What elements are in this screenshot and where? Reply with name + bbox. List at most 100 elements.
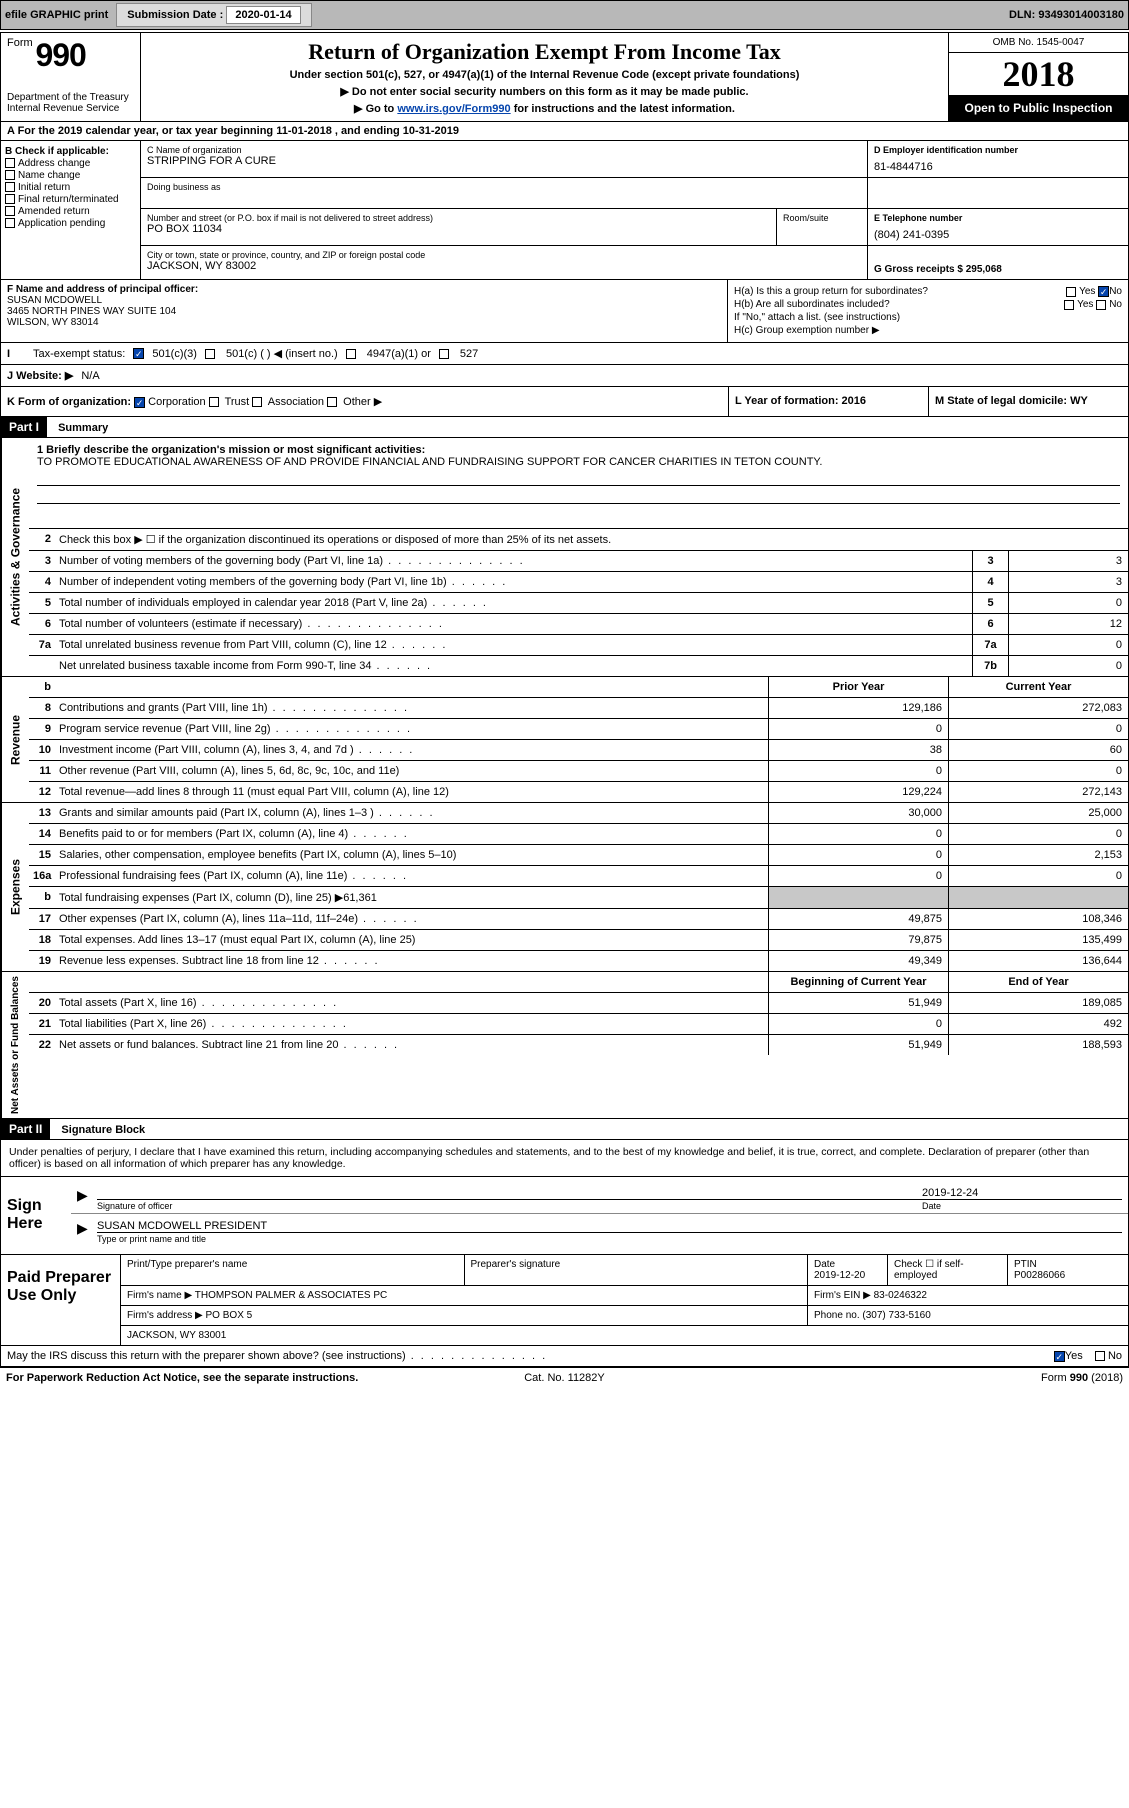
line-12: 12Total revenue—add lines 8 through 11 (…: [29, 782, 1128, 802]
header-right: OMB No. 1545-0047 2018 Open to Public In…: [948, 33, 1128, 121]
box-h: H(a) Is this a group return for subordin…: [728, 280, 1128, 342]
line-7b: Net unrelated business taxable income fr…: [29, 656, 1128, 676]
line-19: 19Revenue less expenses. Subtract line 1…: [29, 951, 1128, 971]
box-c-city: City or town, state or province, country…: [141, 246, 868, 279]
line-20: 20Total assets (Part X, line 16)51,94918…: [29, 993, 1128, 1014]
chk-hb-yes[interactable]: [1064, 300, 1074, 310]
row-website: J Website: ▶ N/A: [1, 365, 1128, 387]
box-l: L Year of formation: 2016: [728, 387, 928, 416]
part-ii-header: Part II Signature Block: [1, 1119, 1128, 1140]
line-9: 9Program service revenue (Part VIII, lin…: [29, 719, 1128, 740]
box-c-addr: Number and street (or P.O. box if mail i…: [141, 209, 868, 245]
side-revenue: Revenue: [1, 677, 29, 802]
box-e: E Telephone number (804) 241-0395: [868, 209, 1128, 245]
box-f: F Name and address of principal officer:…: [1, 280, 728, 342]
section-f-h: F Name and address of principal officer:…: [1, 280, 1128, 343]
paid-preparer-block: Paid Preparer Use Only Print/Type prepar…: [1, 1255, 1128, 1346]
dept-treasury: Department of the Treasury Internal Reve…: [7, 92, 134, 114]
summary-revenue: Revenue bPrior YearCurrent Year 8Contrib…: [1, 677, 1128, 803]
dln-label: DLN: 93493014003180: [1009, 9, 1124, 21]
sub-line-3: ▶ Go to www.irs.gov/Form990 for instruct…: [151, 102, 938, 115]
line-17: 17Other expenses (Part IX, column (A), l…: [29, 909, 1128, 930]
row-tax-exempt: I Tax-exempt status: ✓501(c)(3) 501(c) (…: [1, 343, 1128, 365]
header-left: Form 990 Department of the Treasury Inte…: [1, 33, 141, 121]
chk-name-change[interactable]: [5, 170, 15, 180]
line-2: 2Check this box ▶ ☐ if the organization …: [29, 529, 1128, 551]
chk-ha-no[interactable]: ✓: [1098, 286, 1109, 297]
chk-trust[interactable]: [209, 397, 219, 407]
section-b-to-g: B Check if applicable: Address change Na…: [1, 141, 1128, 280]
tax-year: 2018: [949, 53, 1128, 95]
open-inspection: Open to Public Inspection: [949, 95, 1128, 121]
bottom-line: For Paperwork Reduction Act Notice, see …: [0, 1368, 1129, 1388]
paid-preparer-label: Paid Preparer Use Only: [1, 1255, 121, 1345]
chk-4947[interactable]: [346, 349, 356, 359]
line-16b: bTotal fundraising expenses (Part IX, co…: [29, 887, 1128, 909]
form-header: Form 990 Department of the Treasury Inte…: [1, 33, 1128, 122]
top-bar: efile GRAPHIC print Submission Date : 20…: [0, 0, 1129, 30]
line-5: 5Total number of individuals employed in…: [29, 593, 1128, 614]
chk-final-return[interactable]: [5, 194, 15, 204]
line-4: 4Number of independent voting members of…: [29, 572, 1128, 593]
line-11: 11Other revenue (Part VIII, column (A), …: [29, 761, 1128, 782]
box-b: B Check if applicable: Address change Na…: [1, 141, 141, 279]
line-15: 15Salaries, other compensation, employee…: [29, 845, 1128, 866]
row-klm: K Form of organization: ✓ Corporation Tr…: [1, 387, 1128, 417]
box-c-dba: Doing business as: [141, 178, 868, 208]
line-14: 14Benefits paid to or for members (Part …: [29, 824, 1128, 845]
chk-ha-yes[interactable]: [1066, 287, 1076, 297]
chk-initial-return[interactable]: [5, 182, 15, 192]
na-header: Beginning of Current YearEnd of Year: [29, 972, 1128, 993]
chk-501c[interactable]: [205, 349, 215, 359]
arrow-icon: ▶: [77, 1187, 97, 1211]
sub-line-1: Under section 501(c), 527, or 4947(a)(1)…: [151, 69, 938, 81]
side-netassets: Net Assets or Fund Balances: [1, 972, 29, 1118]
line-8: 8Contributions and grants (Part VIII, li…: [29, 698, 1128, 719]
chk-assoc[interactable]: [252, 397, 262, 407]
line-a: A For the 2019 calendar year, or tax yea…: [1, 122, 1128, 141]
line-21: 21Total liabilities (Part X, line 26)049…: [29, 1014, 1128, 1035]
sub-line-2: ▶ Do not enter social security numbers o…: [151, 85, 938, 98]
chk-corp[interactable]: ✓: [134, 397, 145, 408]
side-expenses: Expenses: [1, 803, 29, 971]
submission-date-button[interactable]: Submission Date : 2020-01-14: [116, 3, 311, 27]
chk-hb-no[interactable]: [1096, 300, 1106, 310]
chk-application-pending[interactable]: [5, 218, 15, 228]
box-m: M State of legal domicile: WY: [928, 387, 1128, 416]
sign-here-label: Sign Here: [1, 1177, 71, 1254]
chk-527[interactable]: [439, 349, 449, 359]
form-number: 990: [35, 37, 85, 73]
form-word: Form: [7, 37, 33, 49]
summary-netassets: Net Assets or Fund Balances Beginning of…: [1, 972, 1128, 1119]
chk-amended-return[interactable]: [5, 206, 15, 216]
line-18: 18Total expenses. Add lines 13–17 (must …: [29, 930, 1128, 951]
header-mid: Return of Organization Exempt From Incom…: [141, 33, 948, 121]
discuss-row: May the IRS discuss this return with the…: [1, 1346, 1128, 1367]
line-3: 3Number of voting members of the governi…: [29, 551, 1128, 572]
main-title: Return of Organization Exempt From Incom…: [151, 39, 938, 65]
box-g: G Gross receipts $ 295,068: [868, 246, 1128, 279]
chk-other[interactable]: [327, 397, 337, 407]
line-6: 6Total number of volunteers (estimate if…: [29, 614, 1128, 635]
box-c-name: C Name of organization STRIPPING FOR A C…: [141, 141, 868, 177]
omb-number: OMB No. 1545-0047: [949, 33, 1128, 53]
line-10: 10Investment income (Part VIII, column (…: [29, 740, 1128, 761]
chk-501c3[interactable]: ✓: [133, 348, 144, 359]
arrow-icon: ▶: [77, 1220, 97, 1244]
chk-discuss-yes[interactable]: ✓: [1054, 1351, 1065, 1362]
box-k: K Form of organization: ✓ Corporation Tr…: [1, 387, 728, 416]
side-governance: Activities & Governance: [1, 438, 29, 676]
line-22: 22Net assets or fund balances. Subtract …: [29, 1035, 1128, 1055]
form990-link[interactable]: www.irs.gov/Form990: [397, 103, 510, 115]
sig-intro: Under penalties of perjury, I declare th…: [1, 1140, 1128, 1177]
sign-here-block: Sign Here ▶ Signature of officer 2019-12…: [1, 1177, 1128, 1255]
efile-label: efile GRAPHIC print: [5, 9, 108, 21]
rev-header: bPrior YearCurrent Year: [29, 677, 1128, 698]
chk-discuss-no[interactable]: [1095, 1351, 1105, 1361]
line-13: 13Grants and similar amounts paid (Part …: [29, 803, 1128, 824]
chk-address-change[interactable]: [5, 158, 15, 168]
summary-governance: Activities & Governance 1 Briefly descri…: [1, 438, 1128, 677]
part-i-header: Part I Summary: [1, 417, 1128, 438]
form-990-container: Form 990 Department of the Treasury Inte…: [0, 32, 1129, 1368]
line-1-mission: 1 Briefly describe the organization's mi…: [29, 438, 1128, 529]
